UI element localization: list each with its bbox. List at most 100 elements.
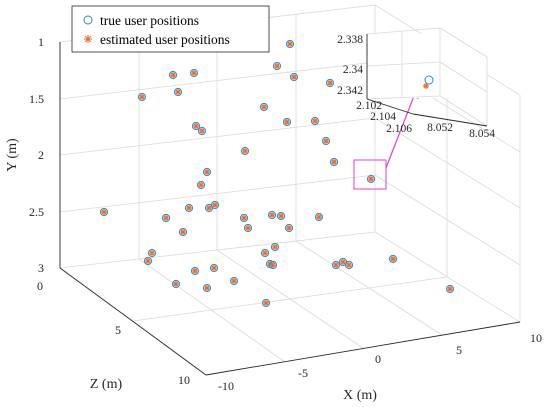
true-position-marker	[270, 242, 280, 252]
estimated-position-marker	[192, 122, 200, 130]
true-position-marker	[366, 174, 376, 184]
true-position-marker	[267, 210, 277, 220]
estimated-position-marker	[205, 204, 213, 212]
z-tick-label: 0	[37, 279, 43, 293]
estimated-position-marker	[191, 267, 199, 275]
legend-entry-estimated: estimated user positions	[100, 32, 230, 47]
true-position-marker	[445, 284, 455, 294]
inset-x-tick-label: 8.054	[469, 128, 495, 140]
inset-y-tick-label: 2.342	[337, 85, 363, 97]
estimated-position-marker	[315, 213, 323, 221]
true-position-marker	[137, 92, 147, 102]
estimated-position-marker	[268, 211, 276, 219]
true-position-marker	[240, 146, 250, 156]
true-position-marker	[284, 223, 294, 233]
true-position-marker	[314, 212, 324, 222]
y-tick-label: 1	[38, 35, 44, 49]
inset-grid-line	[366, 95, 441, 100]
legend-asterisk	[84, 35, 92, 43]
x-tick-label: -10	[218, 379, 234, 393]
estimated-position-marker	[262, 299, 270, 307]
true-position-marker	[289, 72, 299, 82]
true-position-marker	[147, 248, 157, 258]
estimated-position-marker	[162, 214, 170, 222]
estimated-position-marker	[273, 62, 281, 70]
z-tick-label: 5	[115, 323, 121, 337]
true-position-marker	[285, 39, 295, 49]
true-position-marker	[282, 117, 292, 127]
estimated-position-marker	[261, 249, 269, 257]
true-position-marker	[171, 279, 181, 289]
true-position-marker	[190, 266, 200, 276]
inset-z-tick-label: 2.104	[370, 111, 396, 123]
estimated-position-marker	[174, 88, 182, 96]
estimated-position-marker	[271, 243, 279, 251]
true-position-marker	[276, 211, 286, 221]
grid-line	[138, 258, 286, 363]
estimated-position-marker	[100, 208, 108, 216]
estimated-position-marker	[446, 285, 454, 293]
true-position-marker	[329, 157, 339, 167]
true-position-marker	[202, 283, 212, 293]
true-position-marker	[210, 200, 220, 210]
z-tick-labels: 0 5 10	[37, 279, 190, 387]
inset-grid-line	[366, 27, 441, 35]
legend-entry-true: true user positions	[100, 13, 199, 28]
inset-grid-line	[439, 61, 488, 93]
estimated-position-marker	[240, 214, 248, 222]
estimated-position-marker	[144, 257, 152, 265]
estimated-position-marker	[367, 175, 375, 183]
estimated-position-marker	[285, 224, 293, 232]
estimated-position-marker	[211, 201, 219, 209]
true-position-marker	[261, 298, 271, 308]
true-position-marker	[321, 136, 331, 146]
estimated-position-marker	[322, 137, 330, 145]
true-position-marker	[189, 68, 199, 78]
true-position-marker	[197, 126, 207, 136]
true-position-marker	[239, 213, 249, 223]
axes-frame	[59, 42, 521, 376]
estimated-position-marker	[138, 93, 146, 101]
estimated-position-marker	[203, 284, 211, 292]
estimated-position-marker	[185, 204, 193, 212]
x-tick-labels: -10 -5 0 5 10	[218, 331, 542, 393]
true-position-marker	[268, 260, 278, 270]
estimated-position-marker	[244, 224, 252, 232]
true-position-marker	[191, 121, 201, 131]
legend: true user positions estimated user posit…	[71, 5, 270, 53]
z-tick-label: 10	[178, 373, 190, 387]
inset-y-tick-label: 2.338	[337, 34, 363, 46]
grid-line	[374, 174, 521, 266]
estimated-position-marker	[339, 258, 347, 266]
inset-y-tick-label: 2.34	[343, 64, 363, 76]
true-position-marker	[331, 260, 341, 270]
inset-z-tick-label: 2.106	[386, 123, 412, 135]
grid-line	[59, 61, 376, 100]
estimated-position-marker	[290, 73, 298, 81]
estimated-position-marker	[277, 212, 285, 220]
estimated-position-marker	[332, 261, 340, 269]
estimated-position-marker	[169, 71, 177, 79]
inset-estimated-position-marker	[423, 83, 429, 89]
inset-grid-line	[439, 27, 488, 58]
inset-axis-line	[366, 98, 414, 115]
legend-box	[71, 5, 270, 53]
x-tick-label: 5	[456, 343, 462, 357]
estimated-position-marker	[172, 280, 180, 288]
grid-line	[59, 117, 376, 156]
y-tick-label: 2	[38, 148, 44, 162]
grid-line	[132, 276, 448, 322]
y-tick-label: 3	[38, 261, 44, 275]
true-position-marker	[168, 70, 178, 80]
estimated-position-marker	[190, 69, 198, 77]
inset-z-tick-label: 2.102	[356, 100, 382, 112]
estimated-position-marker	[345, 261, 353, 269]
true-position-marker	[184, 203, 194, 213]
true-position-marker	[259, 102, 269, 112]
inset-grid-line	[439, 95, 488, 127]
true-position-marker	[260, 248, 270, 258]
estimated-position-marker	[197, 181, 205, 189]
estimated-position-marker	[198, 127, 206, 135]
x-axis-line	[205, 321, 521, 376]
